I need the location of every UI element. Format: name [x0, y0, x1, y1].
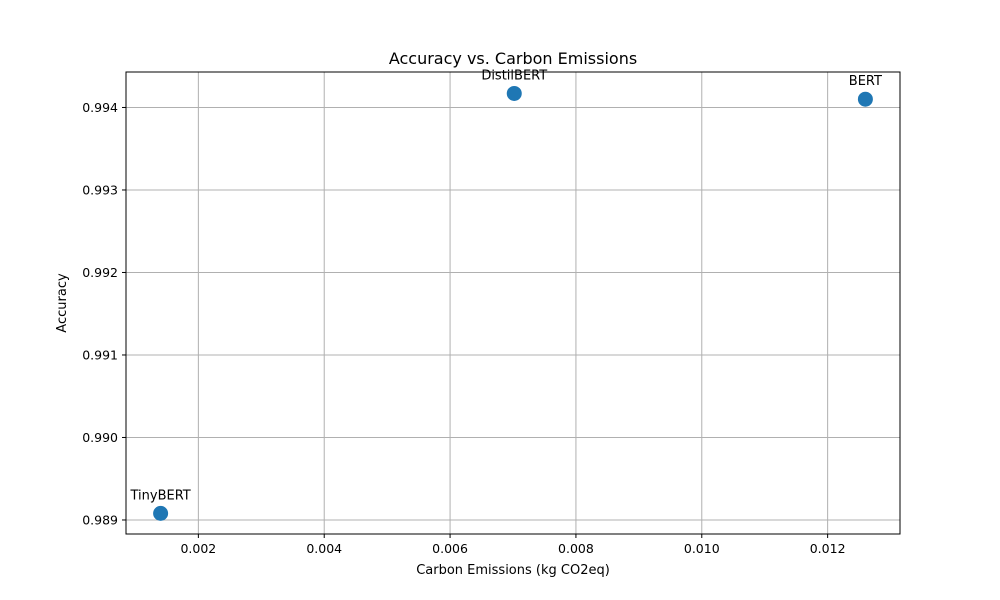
y-axis-label: Accuracy — [55, 273, 70, 333]
x-tick-label: 0.006 — [432, 541, 468, 556]
grid-layer — [126, 72, 900, 534]
x-axis-ticks: 0.002 0.004 0.006 0.008 0.010 0.012 — [180, 534, 846, 556]
x-tick-label: 0.010 — [684, 541, 720, 556]
x-tick-label: 0.012 — [810, 541, 846, 556]
x-tick-label: 0.002 — [180, 541, 216, 556]
data-point-tinybert — [153, 505, 169, 521]
y-tick-label: 0.991 — [82, 347, 118, 362]
x-axis-label: Carbon Emissions (kg CO2eq) — [416, 563, 610, 578]
point-label-tinybert: TinyBERT — [129, 488, 190, 503]
data-point-distilbert — [506, 85, 522, 101]
x-tick-label: 0.008 — [558, 541, 594, 556]
y-tick-label: 0.993 — [82, 182, 118, 197]
plot-area-frame — [125, 71, 901, 535]
y-tick-label: 0.992 — [82, 265, 118, 280]
y-tick-label: 0.990 — [82, 430, 118, 445]
chart-title: Accuracy vs. Carbon Emissions — [389, 49, 637, 68]
data-points: DistilBERT BERT TinyBERT — [129, 68, 882, 521]
point-label-distilbert: DistilBERT — [481, 68, 547, 83]
y-axis-ticks: 0.989 0.990 0.991 0.992 0.993 0.994 — [82, 100, 126, 527]
y-tick-label: 0.994 — [82, 100, 118, 115]
y-tick-label: 0.989 — [82, 512, 118, 527]
point-label-bert: BERT — [849, 74, 882, 89]
x-tick-label: 0.004 — [306, 541, 342, 556]
data-point-bert — [857, 91, 873, 107]
